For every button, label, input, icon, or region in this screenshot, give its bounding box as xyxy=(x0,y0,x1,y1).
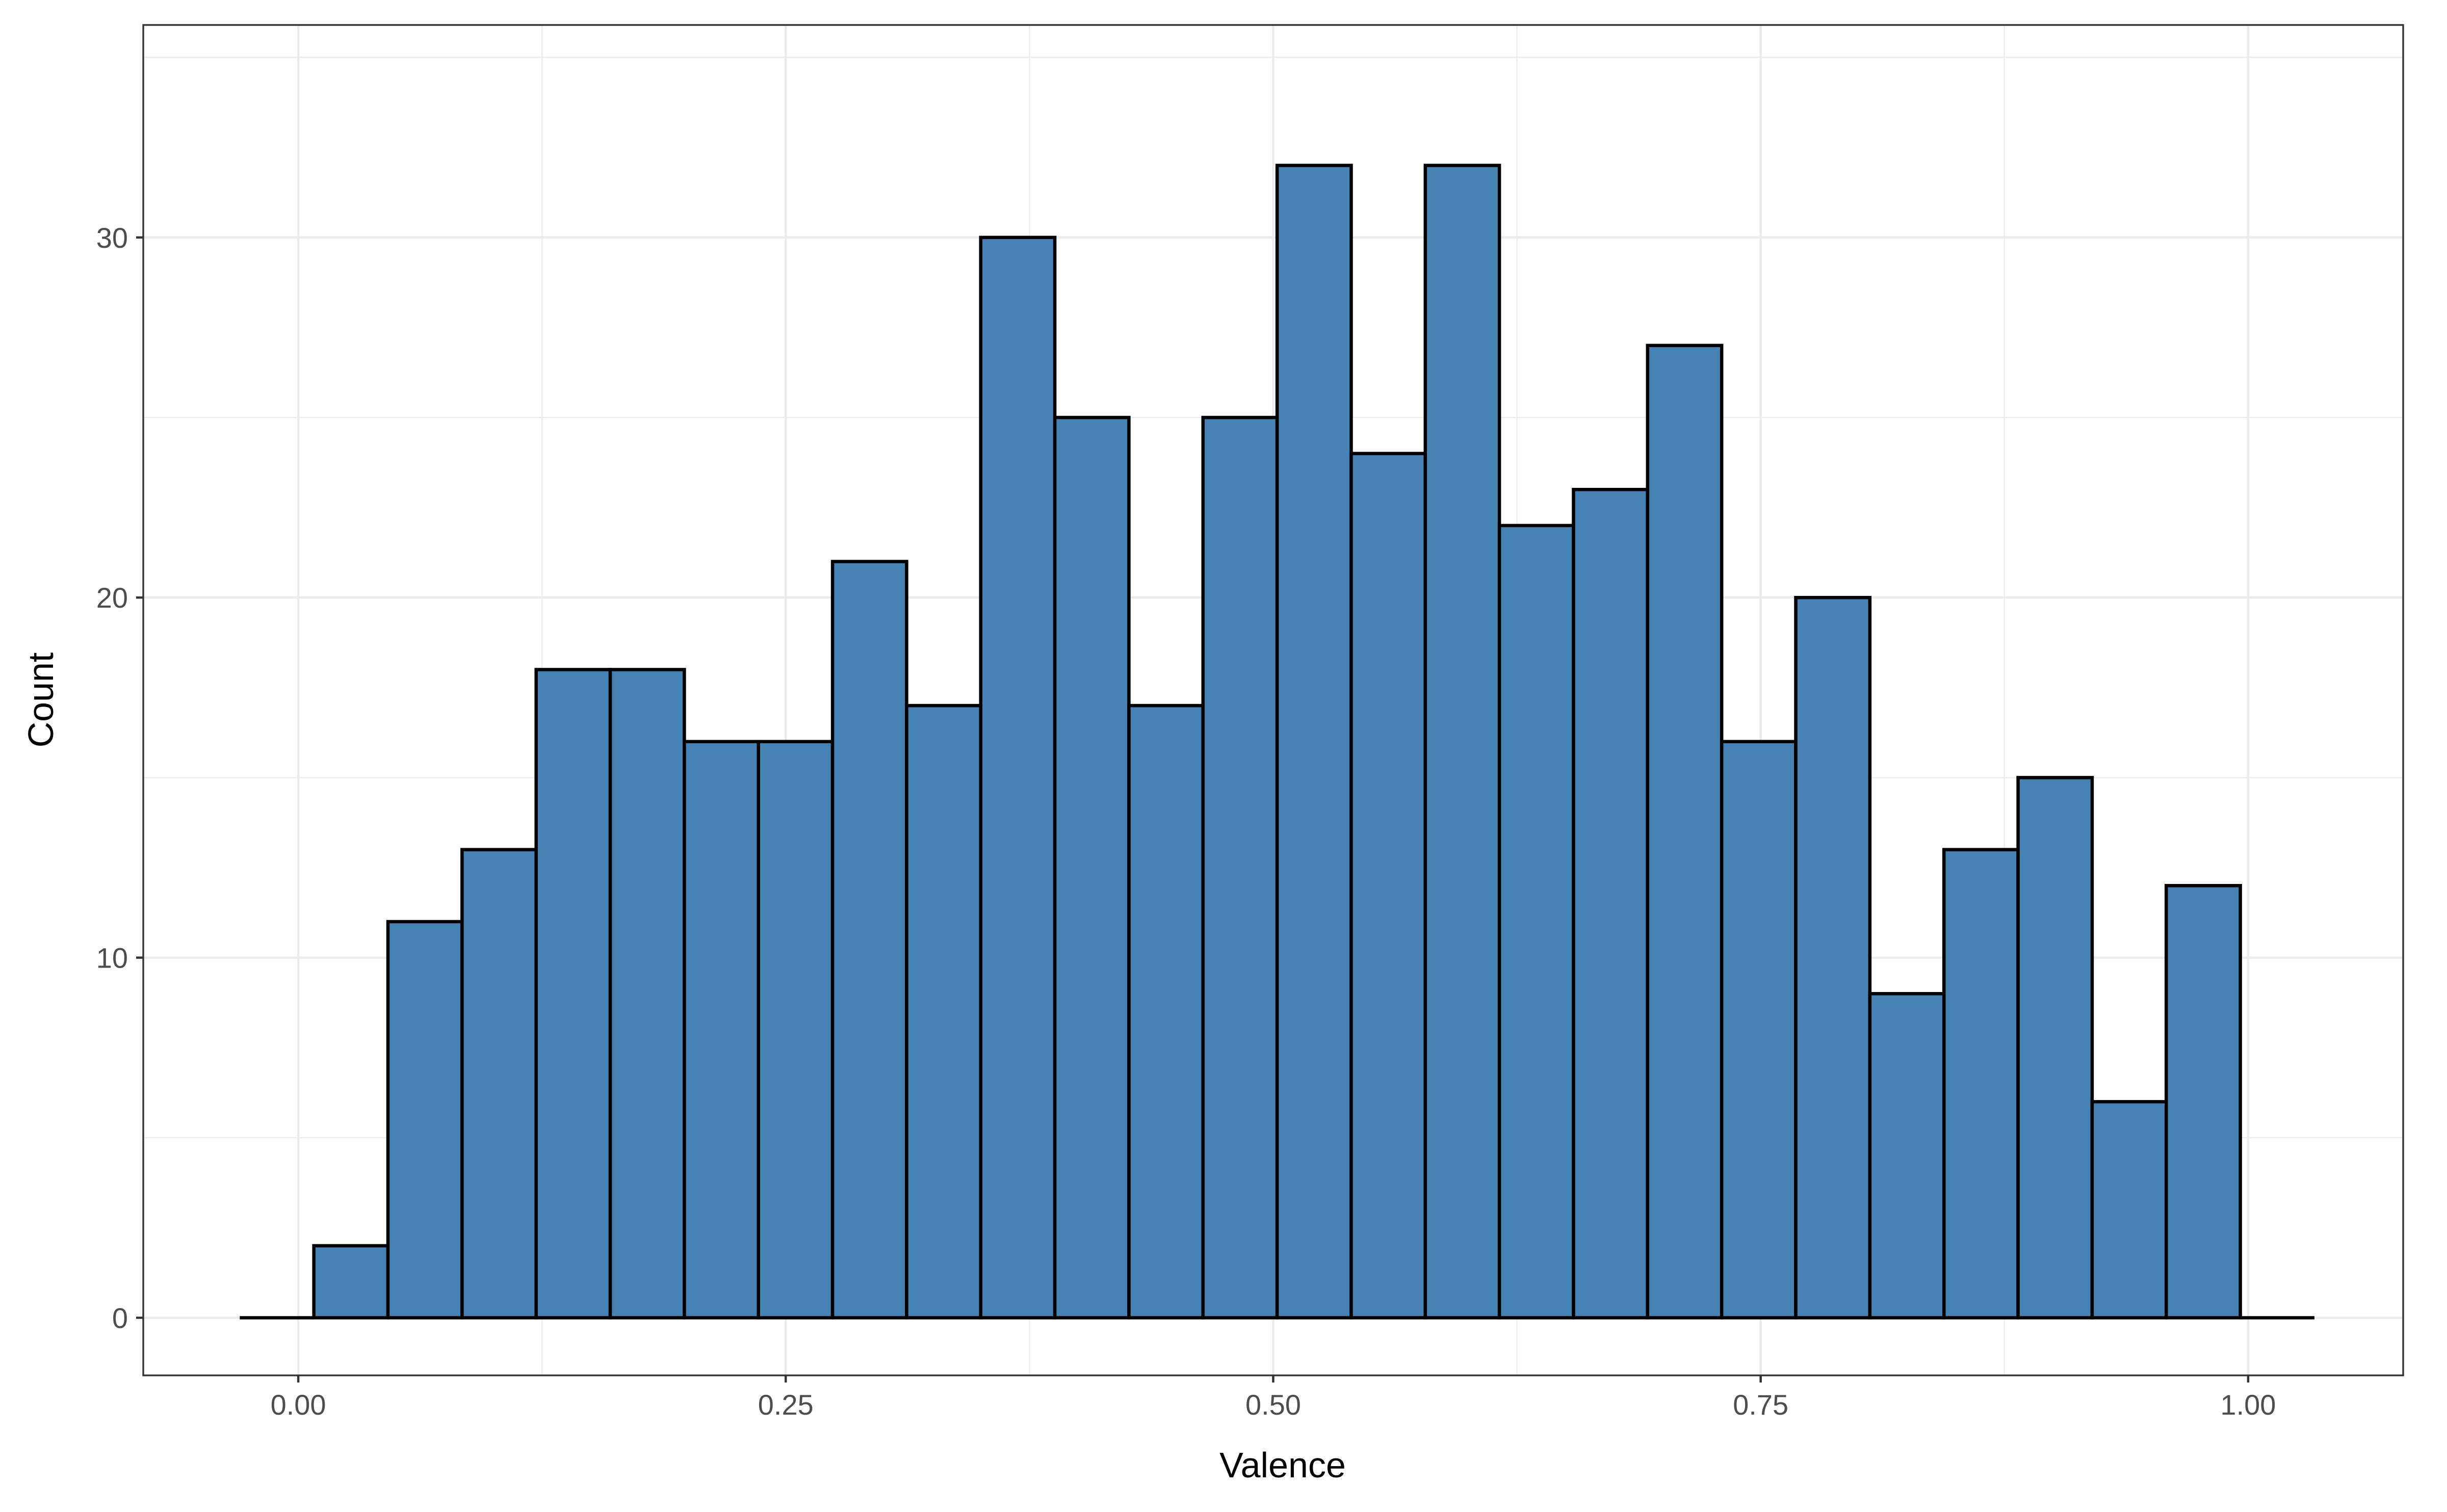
histogram-bar xyxy=(460,848,538,1320)
y-tick-label: 0 xyxy=(112,1302,128,1334)
histogram-bar xyxy=(1497,524,1575,1320)
x-tick-label: 0.75 xyxy=(1733,1389,1788,1421)
x-tick-label: 0.50 xyxy=(1245,1389,1301,1421)
histogram-bar xyxy=(1720,740,1798,1320)
histogram-bar xyxy=(830,560,908,1320)
y-tick-label: 20 xyxy=(96,582,128,614)
histogram-bar xyxy=(2016,776,2094,1320)
histogram-bar xyxy=(1646,344,1724,1320)
x-tick-label: 1.00 xyxy=(2220,1389,2276,1421)
histogram-bar xyxy=(757,740,835,1320)
histogram-bar xyxy=(1942,848,2020,1320)
histogram-bar xyxy=(1349,452,1427,1320)
axes: 0.00 0.25 0.50 0.75 1.00 0 10 20 30 xyxy=(96,222,2276,1421)
y-tick-label: 30 xyxy=(96,222,128,254)
histogram-bars xyxy=(240,164,2314,1320)
histogram-bar xyxy=(1127,703,1205,1320)
histogram-bar xyxy=(1572,488,1650,1320)
histogram-bar xyxy=(1275,164,1353,1320)
y-tick-label: 10 xyxy=(96,942,128,974)
histogram-bar xyxy=(1868,992,1946,1320)
x-tick-label: 0.00 xyxy=(271,1389,326,1421)
histogram-bar xyxy=(979,236,1057,1320)
histogram-bar xyxy=(1053,415,1131,1320)
histogram-bar xyxy=(312,1244,390,1320)
x-axis-title: Valence xyxy=(1219,1445,1346,1485)
histogram-bar xyxy=(1423,164,1501,1320)
histogram-bar xyxy=(905,703,983,1320)
histogram-bar xyxy=(2165,884,2242,1320)
y-axis-title: Count xyxy=(21,653,61,748)
histogram-bar xyxy=(683,740,760,1320)
histogram-bar xyxy=(608,668,686,1320)
histogram-bar xyxy=(1794,595,1872,1320)
histogram-bar xyxy=(386,920,464,1320)
histogram-bar xyxy=(2090,1100,2168,1320)
histogram-bar xyxy=(1201,415,1279,1320)
histogram-bar xyxy=(534,668,612,1320)
x-tick-label: 0.25 xyxy=(758,1389,814,1421)
